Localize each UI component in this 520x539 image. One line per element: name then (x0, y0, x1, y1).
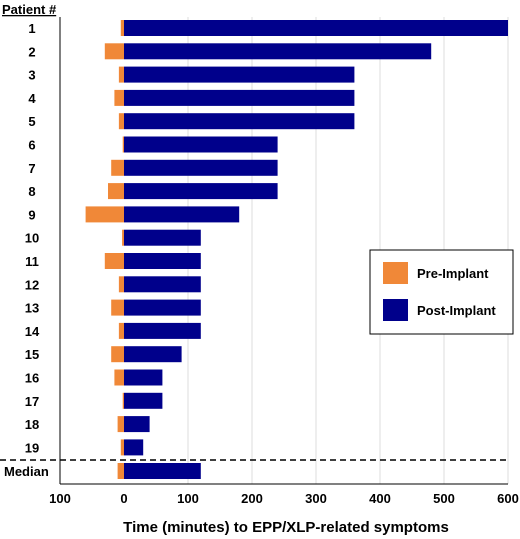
bar-pre-implant (118, 113, 124, 130)
category-label: 8 (28, 184, 35, 199)
legend-label-pre-implant: Pre-Implant (417, 266, 489, 281)
category-label: 9 (28, 207, 35, 222)
bar-pre-implant (111, 159, 124, 176)
category-label: 3 (28, 68, 35, 83)
category-label: 14 (25, 324, 40, 339)
category-label: 4 (28, 91, 36, 106)
category-label: 11 (25, 254, 39, 269)
x-tick-label: 200 (241, 491, 263, 506)
bar-pre-implant (117, 463, 124, 479)
category-label: 17 (25, 394, 39, 409)
bar-pre-implant (117, 416, 124, 433)
bar-post-implant (124, 299, 201, 316)
bar-pre-implant (122, 229, 124, 246)
x-axis-title: Time (minutes) to EPP/XLP-related sympto… (123, 519, 449, 536)
bar-post-implant (124, 66, 355, 83)
category-label: 13 (25, 301, 39, 316)
category-label: 19 (25, 440, 39, 455)
bar-post-implant (124, 392, 163, 409)
category-label: 6 (28, 138, 35, 153)
bar-pre-implant (118, 276, 124, 293)
bar-pre-implant (122, 136, 124, 153)
bar-pre-implant (85, 206, 124, 223)
x-tick-label: 0 (120, 491, 127, 506)
x-tick-label: 100 (177, 491, 199, 506)
category-label: 7 (28, 161, 35, 176)
category-label: 10 (25, 231, 39, 246)
category-label: 18 (25, 417, 39, 432)
bar-post-implant (124, 322, 201, 339)
bar-post-implant (124, 346, 182, 363)
category-label: Median (4, 464, 49, 479)
x-tick-label: 100 (49, 491, 71, 506)
legend-swatch-post-implant (383, 299, 408, 321)
category-label: 15 (25, 347, 39, 362)
bar-pre-implant (120, 20, 124, 36)
x-tick-label: 300 (305, 491, 327, 506)
bar-pre-implant (120, 439, 124, 456)
bar-pre-implant (118, 322, 124, 339)
bar-pre-implant (104, 43, 124, 60)
category-header: Patient # (2, 2, 57, 17)
bar-pre-implant (122, 392, 124, 409)
legend-label-post-implant: Post-Implant (417, 303, 496, 318)
bar-post-implant (124, 229, 201, 246)
bars (85, 20, 508, 479)
bar-post-implant (124, 136, 278, 153)
legend: Pre-Implant Post-Implant (369, 249, 514, 335)
bar-post-implant (124, 113, 355, 130)
bar-pre-implant (104, 253, 124, 269)
x-tick-label: 400 (369, 491, 391, 506)
x-tick-label: 500 (433, 491, 455, 506)
x-tick-labels: 100 0 100 200 300 400 500 600 (49, 491, 519, 506)
bar-post-implant (124, 463, 201, 479)
bar-pre-implant (114, 369, 124, 386)
category-label: 16 (25, 371, 39, 386)
category-label: 1 (28, 21, 35, 36)
bar-post-implant (124, 183, 278, 200)
bar-post-implant (124, 43, 432, 60)
bar-post-implant (124, 20, 508, 36)
category-label: 12 (25, 277, 39, 292)
bar-pre-implant (111, 299, 124, 316)
category-label: 5 (28, 114, 35, 129)
bar-post-implant (124, 439, 144, 456)
category-label: 2 (28, 44, 35, 59)
bar-post-implant (124, 276, 201, 293)
legend-swatch-pre-implant (383, 262, 408, 284)
bar-pre-implant (114, 89, 124, 106)
bar-pre-implant (108, 183, 124, 200)
bar-post-implant (124, 89, 355, 106)
bar-post-implant (124, 159, 278, 176)
bar-post-implant (124, 416, 150, 433)
bar-post-implant (124, 369, 163, 386)
bar-pre-implant (111, 346, 124, 363)
bar-post-implant (124, 206, 240, 223)
bar-pre-implant (118, 66, 124, 83)
bar-post-implant (124, 253, 201, 269)
x-tick-label: 600 (497, 491, 519, 506)
